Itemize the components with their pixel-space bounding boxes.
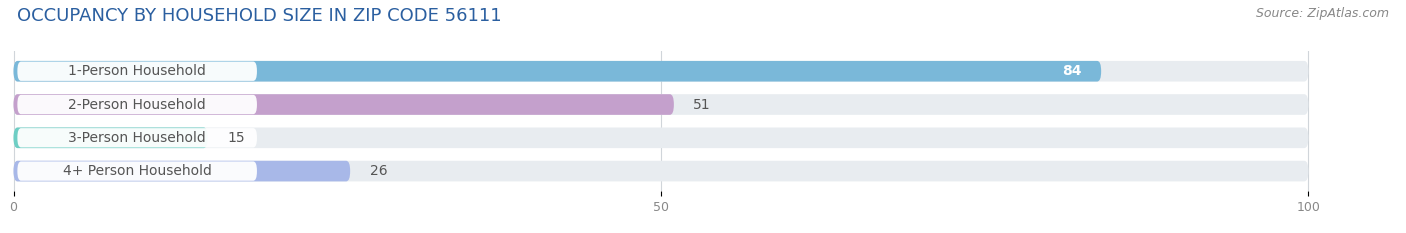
Text: 3-Person Household: 3-Person Household (69, 131, 207, 145)
Text: Source: ZipAtlas.com: Source: ZipAtlas.com (1256, 7, 1389, 20)
FancyBboxPatch shape (14, 161, 1309, 182)
FancyBboxPatch shape (14, 94, 1309, 115)
Text: 2-Person Household: 2-Person Household (69, 98, 207, 112)
FancyBboxPatch shape (14, 61, 1309, 82)
Text: 4+ Person Household: 4+ Person Household (63, 164, 211, 178)
FancyBboxPatch shape (14, 94, 673, 115)
FancyBboxPatch shape (17, 95, 257, 114)
FancyBboxPatch shape (14, 61, 1101, 82)
FancyBboxPatch shape (17, 161, 257, 181)
Text: OCCUPANCY BY HOUSEHOLD SIZE IN ZIP CODE 56111: OCCUPANCY BY HOUSEHOLD SIZE IN ZIP CODE … (17, 7, 502, 25)
FancyBboxPatch shape (17, 62, 257, 81)
FancyBboxPatch shape (14, 127, 1309, 148)
Text: 1-Person Household: 1-Person Household (69, 64, 207, 78)
Text: 51: 51 (693, 98, 711, 112)
FancyBboxPatch shape (14, 161, 350, 182)
Text: 26: 26 (370, 164, 387, 178)
FancyBboxPatch shape (17, 128, 257, 147)
Text: 84: 84 (1063, 64, 1081, 78)
FancyBboxPatch shape (14, 127, 208, 148)
Text: 15: 15 (228, 131, 245, 145)
